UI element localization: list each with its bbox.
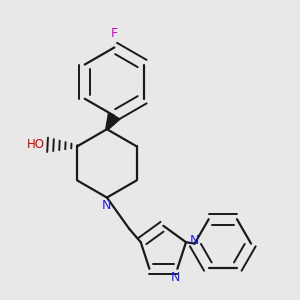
Polygon shape [106, 112, 120, 130]
Text: N: N [171, 271, 181, 284]
Text: N: N [102, 199, 111, 212]
Text: HO: HO [27, 138, 45, 151]
Text: N: N [190, 234, 199, 247]
Text: F: F [111, 27, 118, 40]
